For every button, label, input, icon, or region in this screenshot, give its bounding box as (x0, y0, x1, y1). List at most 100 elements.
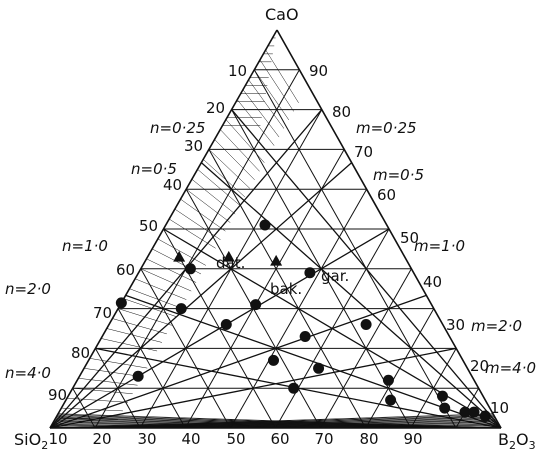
data-points (115, 219, 491, 422)
data-point-circle-11 (313, 362, 325, 374)
hatch-line-left (265, 49, 299, 103)
tick-left-40: 40 (163, 176, 182, 194)
n-line-0.5 (200, 162, 502, 429)
label-n-0-5: n=0·5 (131, 160, 177, 178)
tick-left-20: 20 (206, 99, 225, 117)
tick-right-30: 30 (446, 316, 465, 334)
data-point-circle-0 (259, 219, 271, 231)
tick-bottom-90: 90 (403, 430, 422, 448)
hatch-line-left (248, 79, 285, 129)
tick-bottom-40: 40 (181, 430, 200, 448)
hatch-line-left (237, 99, 275, 146)
tick-bottom-50: 50 (226, 430, 245, 448)
label-m-2-0: m=2·0 (471, 317, 522, 335)
tick-bottom-10: 10 (48, 430, 67, 448)
hatch-line-left (140, 268, 192, 292)
tick-bottom-80: 80 (359, 430, 378, 448)
label-m-0-5: m=0·5 (373, 166, 424, 184)
hatch-line-left (174, 208, 221, 240)
hatch-line-left (254, 69, 290, 121)
hatch-line-left (129, 288, 182, 309)
tick-bottom-60: 60 (270, 430, 289, 448)
label-m-1-0: m=1·0 (414, 237, 465, 255)
data-point-circle-16 (439, 402, 451, 414)
hatch-line-left (123, 298, 177, 317)
hatch-line-left (186, 189, 231, 223)
tick-left-90: 90 (48, 386, 67, 404)
tick-right-40: 40 (423, 273, 442, 291)
tick-left-50: 50 (139, 217, 158, 235)
tick-bottom-20: 20 (92, 430, 111, 448)
hatch-line-left (259, 59, 294, 112)
hatch-line-left (89, 358, 148, 369)
tick-right-80: 80 (332, 103, 351, 121)
label-datolite: dat. (216, 254, 245, 272)
hatch-line-left (169, 218, 216, 249)
tick-right-50: 50 (400, 229, 419, 247)
hatch-line-left (146, 258, 197, 283)
data-point-circle-14 (385, 394, 397, 406)
hatch-line-left (242, 89, 280, 138)
tick-left-80: 80 (71, 344, 90, 362)
data-point-triangle-2 (270, 254, 283, 266)
label-n-0-25: n=0·25 (150, 119, 205, 137)
tick-right-70: 70 (354, 143, 373, 161)
data-point-circle-7 (299, 330, 311, 342)
n-line-2 (125, 294, 502, 429)
hatch-line-left (208, 149, 250, 189)
data-point-triangle-0 (173, 250, 186, 262)
data-point-triangle-1 (222, 250, 235, 262)
data-point-circle-2 (250, 299, 262, 311)
vertex-label-sio2: SiO2 (14, 430, 48, 452)
m-line-2 (49, 294, 427, 429)
data-point-circle-9 (132, 370, 144, 382)
hatch-line-left (112, 318, 167, 335)
tick-right-20: 20 (470, 357, 489, 375)
data-point-circle-8 (360, 319, 372, 331)
vertex-label-cao: CaO (265, 5, 299, 24)
label-garrelsite: gar. (321, 267, 349, 285)
tick-bottom-30: 30 (137, 430, 156, 448)
tick-right-60: 60 (377, 186, 396, 204)
hatch-line-left (197, 169, 241, 206)
hatch-line-left (106, 328, 163, 343)
tick-right-90: 90 (309, 62, 328, 80)
diagram-labels: CaO SiO2 B2O3 10 20 30 40 50 60 70 80 90… (5, 5, 536, 452)
hatch-line-left (191, 179, 236, 215)
hatch-line-left (135, 278, 187, 300)
hatch-line-left (203, 159, 246, 198)
tick-bottom-70: 70 (314, 430, 333, 448)
data-point-circle-6 (220, 319, 232, 331)
data-point-circle-17 (459, 406, 471, 418)
data-point-circle-3 (304, 267, 316, 279)
hatch-line-left (220, 129, 260, 172)
edge-b2o3-cao (276, 29, 502, 429)
hatch-line-left (78, 378, 138, 386)
data-point-circle-13 (382, 374, 394, 386)
label-m-0-25: m=0·25 (356, 119, 417, 137)
triangle-outline (49, 29, 502, 429)
data-point-circle-1 (184, 263, 196, 275)
tick-left-60: 60 (116, 261, 135, 279)
label-n-4-0: n=4·0 (5, 364, 51, 382)
tick-left-10: 10 (228, 62, 247, 80)
vertex-label-b2o3: B2O3 (498, 430, 536, 452)
hatch-line-left (214, 139, 255, 181)
data-point-circle-15 (436, 390, 448, 402)
data-point-circle-10 (268, 354, 279, 366)
hatch-line-left (180, 198, 226, 232)
hatch-line-left (157, 238, 206, 266)
m-line-4 (49, 347, 457, 429)
m-line-1 (49, 228, 390, 429)
hatched-regions (49, 37, 502, 429)
data-point-circle-19 (479, 410, 491, 422)
label-n-1-0: n=1·0 (62, 237, 108, 255)
tick-left-30: 30 (184, 137, 203, 155)
m-line-0.5 (49, 162, 353, 429)
data-point-circle-4 (115, 297, 127, 309)
tick-right-10: 10 (490, 399, 509, 417)
data-point-circle-5 (175, 303, 187, 315)
edge-cao-sio2 (49, 29, 278, 429)
